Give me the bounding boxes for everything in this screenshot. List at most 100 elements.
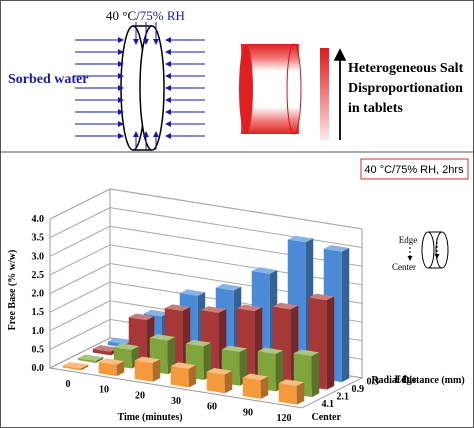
y-tick-label: 3.0 (32, 251, 45, 262)
x-tick-label: 20 (135, 390, 145, 401)
bar (134, 356, 161, 382)
bar-top (206, 367, 233, 375)
bar-side (152, 359, 161, 382)
bar-side (260, 376, 269, 399)
bar-front (170, 366, 189, 388)
bar-top (149, 334, 176, 341)
x-tick-label: 60 (207, 402, 217, 413)
gradient-bar (320, 48, 329, 140)
inset-label: Center (392, 262, 416, 272)
bar-top (293, 349, 320, 357)
x-tick-label: 10 (99, 385, 109, 396)
bar-side (95, 357, 104, 363)
inset-tablet-front (435, 231, 449, 269)
bar-side (275, 350, 284, 392)
bar-top (185, 339, 212, 347)
bar-top (287, 235, 314, 243)
grid-line (49, 188, 111, 220)
bar-top (278, 379, 305, 386)
grid-line (49, 300, 111, 332)
bar-side (224, 370, 233, 394)
bar-top (164, 304, 191, 311)
y-tick-label: 0.0 (32, 363, 45, 374)
z-end-label: Edge (395, 375, 417, 386)
annotation-box (360, 158, 469, 180)
bar (98, 358, 125, 377)
inset-tablet-back (421, 231, 435, 269)
annotation: 40 °C/75% RH, 2hrs (364, 164, 464, 176)
bar (278, 379, 305, 405)
grid-line (109, 244, 363, 286)
bar-top (242, 373, 269, 381)
bar-top (77, 354, 104, 362)
bar-top (134, 356, 161, 364)
y-tick-label: 2.0 (32, 289, 45, 300)
bar-top (62, 361, 89, 369)
grid-line (49, 225, 111, 257)
bar-top (170, 362, 197, 369)
bar (242, 373, 269, 399)
bar-front (98, 362, 117, 377)
grid-line (49, 318, 111, 350)
inset-label: Edge (399, 235, 418, 245)
bar-side (341, 247, 350, 383)
bar-front (278, 383, 297, 405)
bar-front (242, 377, 261, 399)
bar-top (92, 345, 119, 352)
grid-line (49, 281, 111, 313)
z-tick-label: 0.3 (367, 377, 380, 388)
bar (62, 361, 89, 371)
bar-side (116, 361, 125, 377)
salt-text: Heterogeneous Salt (348, 61, 464, 76)
condition-rh: 75% RH (140, 8, 185, 23)
z-tick-label: 4.1 (322, 399, 335, 410)
bar-top (323, 245, 350, 252)
red-tablet-right (286, 43, 302, 135)
x-tick-label: 90 (243, 407, 253, 418)
tablet-front (139, 25, 165, 151)
salt-text: in tablets (348, 101, 403, 116)
diagram: 40 °C/75% RH Sorbed water Heterogeneous … (8, 8, 464, 151)
grid-line (49, 337, 111, 369)
inset-tablet-edge (428, 231, 442, 269)
bar-front (134, 360, 153, 382)
bar-side (311, 352, 320, 398)
salt-text: Disproportionation (348, 81, 463, 96)
bar-top (179, 289, 206, 296)
condition-temp: 40 °C/ (106, 8, 140, 23)
bar-top (143, 309, 170, 317)
bar-front (92, 348, 111, 356)
grid-line (49, 263, 111, 294)
bar-top (107, 337, 134, 345)
z-axis-title: Radial Distance (mm) (371, 375, 465, 386)
bar-side (296, 382, 305, 405)
bar-front (77, 358, 96, 363)
plot: 0.0 0.5 1.0 1.5 2.0 2.5 3.0 3.5 4.0 0.3 Edge 0.92.1… (32, 188, 417, 424)
bar-top (257, 347, 284, 355)
bar (170, 362, 197, 388)
y-tick-label: 0.5 (32, 344, 45, 355)
x-axis-title: Time (minutes) (117, 412, 182, 423)
bar-top (113, 343, 140, 350)
bar-top (128, 313, 155, 321)
inset: Edge Center (392, 231, 449, 272)
bar (77, 354, 104, 363)
y-axis-title: Free Base (% w/w) (7, 250, 18, 331)
bar-side (80, 364, 89, 371)
bar-front (206, 371, 225, 394)
bar-front (62, 365, 81, 371)
bar-top (215, 283, 242, 291)
z-tick-label: 2.1 (337, 392, 350, 403)
x-tick-label: 0 (66, 379, 71, 390)
bar-top (308, 293, 335, 301)
bar-top (272, 302, 299, 310)
condition: 40 °C/75% RH (106, 8, 185, 23)
grid-line (49, 207, 111, 239)
bar (206, 367, 233, 394)
bar-top (251, 267, 278, 274)
grid-line (109, 188, 363, 230)
z-end-label: Center (312, 412, 342, 423)
sorbed-label: Sorbed water (8, 72, 89, 87)
